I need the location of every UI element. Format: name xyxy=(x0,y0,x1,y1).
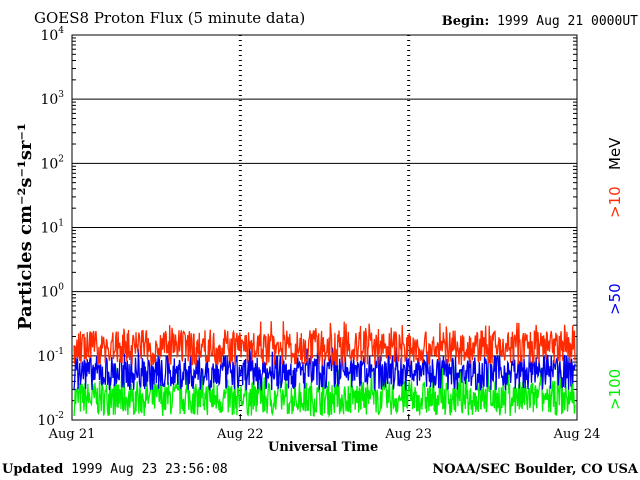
y-tick-label: 103 xyxy=(40,90,64,108)
legend-series-50: >50 xyxy=(606,283,624,315)
organization-credit: NOAA/SEC Boulder, CO USA xyxy=(432,462,638,477)
updated-value: 1999 Aug 23 23:56:08 xyxy=(71,462,228,477)
x-tick-label: Aug 21 xyxy=(48,427,96,442)
updated-timestamp: Updated 1999 Aug 23 23:56:08 xyxy=(2,462,228,477)
begin-value: 1999 Aug 21 0000UT xyxy=(497,14,638,29)
y-tick-label: 10-2 xyxy=(37,411,64,429)
y-tick-label: 104 xyxy=(40,26,64,44)
x-axis-label: Universal Time xyxy=(268,440,379,455)
y-tick-label: 10-1 xyxy=(37,347,64,365)
x-tick-label: Aug 23 xyxy=(384,427,432,442)
legend-unit: MeV xyxy=(606,137,624,170)
series-line-gt100 xyxy=(73,365,576,419)
series-line-gt10 xyxy=(73,321,576,368)
begin-timestamp: Begin: 1999 Aug 21 0000UT xyxy=(442,14,638,29)
y-tick-label: 100 xyxy=(40,283,64,301)
y-axis-label: Particles cm⁻²s⁻¹sr⁻¹ xyxy=(15,123,36,330)
y-tick-label: 101 xyxy=(40,219,64,237)
x-tick-label: Aug 22 xyxy=(216,427,264,442)
chart-title: GOES8 Proton Flux (5 minute data) xyxy=(34,9,306,27)
updated-label: Updated xyxy=(2,462,64,477)
begin-label: Begin: xyxy=(441,14,490,29)
legend-series-10: >10 xyxy=(606,186,624,218)
legend-series-100: >100 xyxy=(606,368,624,410)
y-tick-label: 102 xyxy=(40,154,64,172)
x-tick-label: Aug 24 xyxy=(553,427,601,442)
plot-frame xyxy=(71,34,578,421)
